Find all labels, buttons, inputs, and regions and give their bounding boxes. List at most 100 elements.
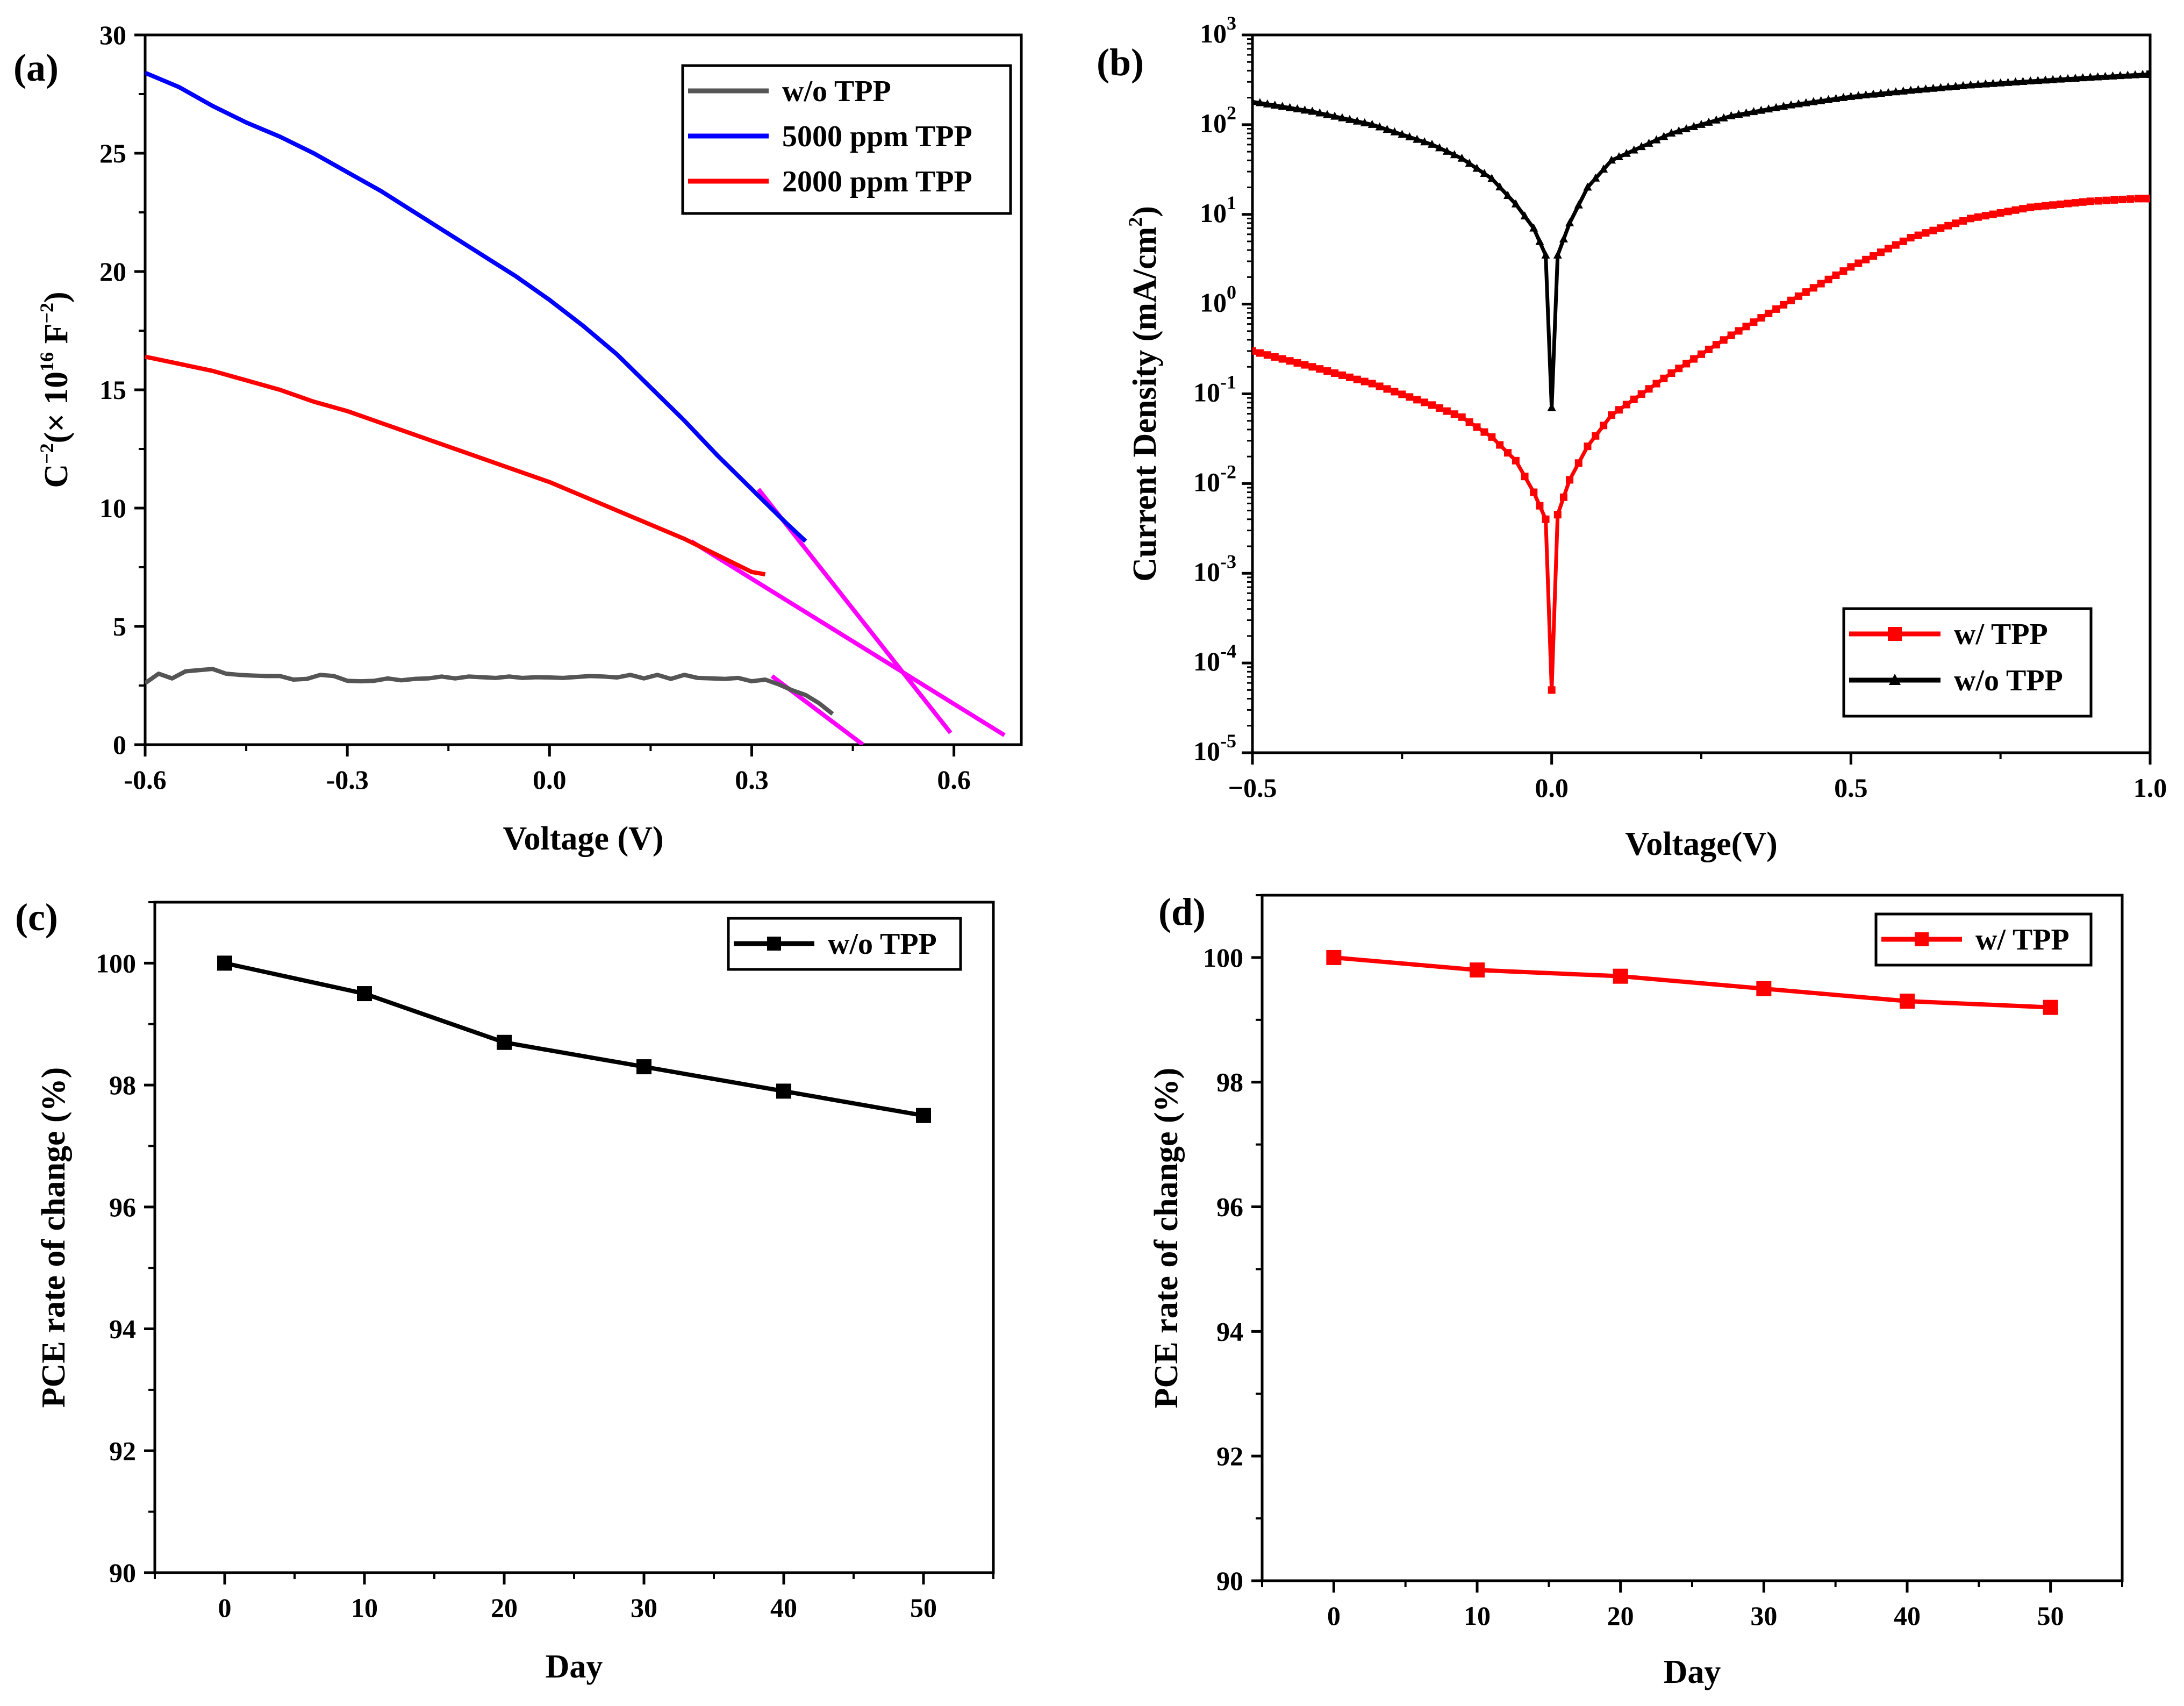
data-point (1352, 116, 1362, 125)
data-point (1263, 351, 1271, 359)
data-point (1967, 215, 1974, 223)
y-tick-label: 20 (99, 256, 126, 287)
y-tick-label: 100 (1203, 943, 1243, 973)
data-point (1345, 373, 1354, 381)
data-point (1614, 152, 1623, 161)
data-point (1583, 182, 1592, 191)
fit-line (690, 539, 1006, 737)
panel-c: (c) 0 10 20 30 40 50 90 92 94 96 98 100 Day PCE rate o… (15, 896, 995, 1685)
data-point (1809, 284, 1817, 292)
data-point (1559, 234, 1568, 242)
data-point (1959, 81, 1968, 89)
plot-area (217, 955, 931, 1123)
x-tick-label: 10 (351, 1593, 378, 1623)
panel-d: (d) 0 10 20 30 40 50 90 92 94 96 98 100 Day PCE rate o… (1148, 890, 2124, 1690)
x-tick-label: 30 (631, 1593, 657, 1623)
legend-marker (1915, 932, 1929, 946)
data-point (1973, 80, 1982, 88)
data-point (1809, 97, 1818, 105)
y-axis-title: PCE rate of change (%) (35, 1067, 72, 1408)
data-point (1338, 113, 1347, 122)
plot-area (145, 70, 1006, 745)
data-point (1530, 488, 1538, 496)
data-point (1667, 129, 1676, 137)
data-point (1255, 98, 1264, 106)
legend: w/ TPP w/o TPP (1842, 607, 2093, 718)
data-point (1891, 87, 1900, 96)
data-point (1727, 111, 1736, 119)
data-point (1535, 237, 1544, 245)
data-point (2071, 73, 2080, 82)
data-point (1869, 89, 1878, 98)
data-point (1974, 213, 1982, 221)
series-line-w-o-tpp (145, 667, 834, 716)
data-point (1542, 515, 1550, 523)
y-tick-label: 15 (99, 375, 126, 405)
data-point (1749, 107, 1758, 116)
data-point (1458, 413, 1466, 421)
data-point (1565, 218, 1574, 226)
data-point (1383, 385, 1391, 393)
y-tick-label: 0 (113, 730, 126, 760)
data-point (1256, 349, 1264, 357)
data-point (1442, 146, 1451, 155)
data-point (1817, 280, 1825, 288)
data-point (1473, 423, 1481, 431)
data-point (1465, 159, 1474, 167)
series-line-w-tpp (1333, 955, 2051, 1010)
data-point (1496, 441, 1504, 449)
x-tick-label: 20 (491, 1593, 518, 1623)
data-point (776, 1083, 791, 1099)
legend: w/o TPP 5000 ppm TPP 2000 ppm TPP (681, 64, 1012, 215)
data-point (1944, 82, 1953, 91)
data-point (1764, 104, 1773, 113)
data-point (1988, 78, 1997, 87)
data-point (1488, 433, 1496, 441)
data-point (1584, 442, 1592, 451)
panel-label: (c) (15, 896, 58, 939)
data-point (1727, 331, 1735, 339)
data-point (2004, 208, 2012, 216)
data-point (1375, 122, 1384, 131)
y-tick-label: 90 (109, 1558, 136, 1588)
data-point (1574, 200, 1583, 209)
data-point (1922, 229, 1930, 237)
data-point (1989, 210, 1997, 218)
x-tick-label: 50 (2037, 1601, 2064, 1631)
series-line-w-o-tpp (224, 961, 924, 1118)
data-point (1757, 105, 1766, 114)
x-tick-label: 10 (1464, 1601, 1491, 1631)
x-tick-label: 50 (910, 1593, 937, 1623)
x-axis-title: Voltage(V) (1625, 826, 1778, 862)
data-point (1541, 250, 1550, 259)
data-point (2049, 75, 2058, 83)
data-point (1315, 108, 1324, 117)
data-point (1705, 345, 1713, 353)
data-point (1450, 150, 1459, 159)
panel-label: (d) (1158, 890, 1206, 933)
data-point (1742, 323, 1750, 331)
data-point (1435, 404, 1443, 412)
data-point (1323, 367, 1331, 375)
data-point (1712, 115, 1721, 124)
data-point (2140, 195, 2148, 203)
data-point (1391, 388, 1399, 396)
data-point (1495, 182, 1505, 191)
legend: w/ TPP (1874, 912, 2093, 967)
data-point (1756, 981, 1772, 996)
data-point (1921, 84, 1930, 92)
data-point (1278, 102, 1287, 110)
data-point (1929, 226, 1937, 234)
data-point (1504, 449, 1512, 457)
data-point (1884, 245, 1892, 253)
data-point (1338, 371, 1346, 379)
y-tick-label: 90 (1216, 1566, 1243, 1596)
data-point (2018, 76, 2028, 85)
legend-label: w/o TPP (828, 927, 937, 961)
x-tick-label: -0.3 (326, 765, 369, 795)
data-point (1824, 95, 1833, 103)
y-axis-title: C−2(× 1016 F−2) (36, 291, 75, 488)
data-point (1331, 369, 1339, 377)
data-point (1824, 275, 1832, 283)
data-point (1591, 173, 1600, 182)
